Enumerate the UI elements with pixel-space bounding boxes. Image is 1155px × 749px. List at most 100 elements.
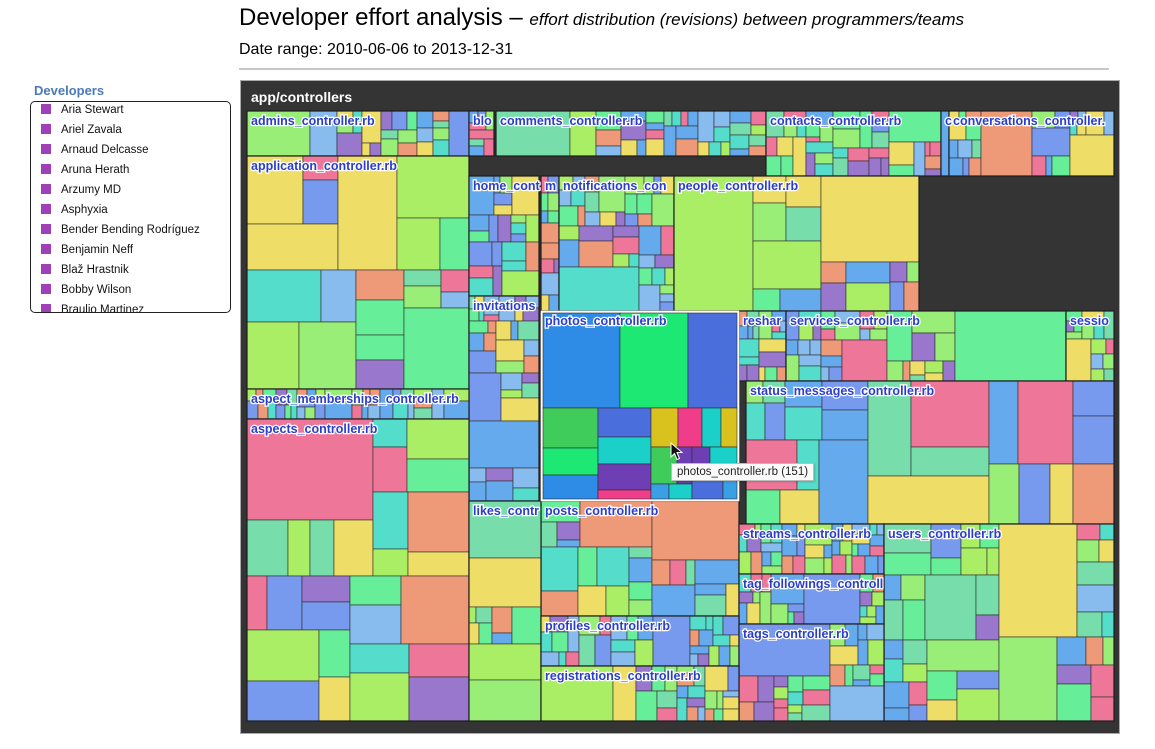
treemap-author-cell <box>765 136 778 157</box>
developer-name: Aruna Herath <box>61 164 130 176</box>
treemap-author-cell <box>975 574 1000 616</box>
treemap-author-cell <box>500 389 523 399</box>
treemap-author-cell <box>483 332 497 352</box>
treemap-author-cell <box>275 404 286 420</box>
treemap-author-cell <box>579 500 653 548</box>
treemap-author-cell <box>668 483 693 500</box>
treemap-author-cell <box>1051 155 1071 177</box>
treemap-author-cell <box>708 141 722 157</box>
developer-name: Arnaud Delcasse <box>61 144 149 156</box>
treemap-author-cell <box>320 269 357 323</box>
treemap-file-label: aspects_controller.rb <box>251 422 378 436</box>
developer-item[interactable]: Aruna Herath <box>31 162 230 182</box>
treemap-author-cell <box>820 282 847 312</box>
treemap-author-cell <box>355 269 405 301</box>
treemap-author-cell <box>500 397 540 422</box>
treemap-author-cell <box>752 240 822 290</box>
treemap-author-cell <box>558 205 579 227</box>
treemap-author-cell <box>869 673 885 687</box>
treemap-file-label: people_controller.rb <box>678 179 799 193</box>
treemap-author-cell <box>852 679 871 687</box>
treemap-author-cell <box>889 281 905 312</box>
treemap-author-cell <box>664 267 675 286</box>
treemap-author-cell <box>638 225 662 256</box>
treemap-author-cell <box>738 551 752 575</box>
treemap-author-cell <box>501 270 540 297</box>
developer-item[interactable]: Bobby Wilson <box>31 282 230 302</box>
treemap-author-cell <box>548 294 560 312</box>
treemap-file-block <box>948 110 1115 177</box>
treemap-author-cell <box>551 631 569 653</box>
treemap-author-cell <box>998 523 1078 638</box>
treemap-author-cell <box>413 407 433 420</box>
treemap-author-cell <box>372 548 409 577</box>
treemap-file-label: streams_controller.rb <box>743 527 871 541</box>
developer-item[interactable]: Braulio Martinez <box>31 302 230 312</box>
treemap-author-cell <box>406 458 470 493</box>
treemap-author-cell <box>1072 463 1115 525</box>
treemap-author-cell <box>821 380 869 411</box>
treemap-author-cell <box>716 690 724 710</box>
developer-item[interactable]: Benjamin Neff <box>31 242 230 262</box>
treemap-author-cell <box>660 225 675 256</box>
treemap-author-cell <box>521 382 540 399</box>
treemap-author-cell <box>349 672 410 722</box>
treemap-author-cell <box>909 360 926 376</box>
treemap-author-cell <box>656 707 678 722</box>
treemap-author-cell <box>491 632 513 645</box>
treemap-author-cell <box>416 127 434 143</box>
treemap-author-cell <box>380 129 399 140</box>
treemap-author-cell <box>909 374 926 382</box>
treemap-author-cell <box>510 214 527 224</box>
treemap-author-cell <box>704 708 715 722</box>
developer-item[interactable]: Aria Stewart <box>31 102 230 122</box>
treemap-author-cell <box>1072 380 1115 417</box>
treemap-author-cell <box>584 191 600 213</box>
treemap-author-cell <box>1105 338 1115 355</box>
treemap-author-cell <box>750 110 767 126</box>
developers-list-box[interactable]: Aria Stewart Ariel Zavala Arnaud Delcasse A… <box>30 101 231 313</box>
treemap-author-cell <box>540 258 555 274</box>
treemap-author-cell <box>491 241 503 267</box>
treemap-author-cell <box>757 675 775 703</box>
treemap-author-cell <box>301 575 351 603</box>
treemap-author-cell <box>926 670 958 701</box>
treemap-author-cell <box>403 307 470 390</box>
developer-item[interactable]: Arnaud Delcasse <box>31 142 230 162</box>
treemap-author-cell <box>468 420 540 469</box>
treemap-author-cell <box>336 132 363 157</box>
treemap-author-cell <box>713 110 731 128</box>
treemap-author-cell <box>868 157 882 177</box>
developer-item[interactable]: Ariel Zavala <box>31 122 230 142</box>
treemap-author-cell <box>478 622 493 645</box>
treemap-file-label: c <box>945 114 952 128</box>
treemap-author-cell <box>349 604 402 645</box>
treemap-author-cell <box>792 136 807 177</box>
treemap-author-cell <box>908 681 928 706</box>
treemap-author-cell <box>831 554 847 575</box>
developer-item[interactable]: Asphyxia <box>31 202 230 222</box>
treemap-author-cell <box>1090 664 1115 698</box>
treemap-author-cell <box>403 269 442 287</box>
developer-item[interactable]: Bender Bending Rodríguez <box>31 222 230 242</box>
treemap-author-cell <box>565 651 580 667</box>
treemap-author-cell <box>651 267 666 286</box>
treemap-author-cell <box>638 284 661 312</box>
treemap-author-cell <box>432 127 450 141</box>
treemap-author-cell <box>798 354 822 367</box>
treemap-author-cell <box>752 202 787 242</box>
divider <box>239 68 1109 70</box>
developer-color-swatch <box>41 124 51 134</box>
treemap-author-cell <box>805 136 821 143</box>
treemap-file-label: reshar <box>743 314 781 328</box>
developer-item[interactable]: Arzumy MD <box>31 182 230 202</box>
treemap-author-cell <box>875 605 885 625</box>
treemap-author-cell <box>745 402 766 441</box>
treemap-author-cell <box>553 258 560 274</box>
treemap-author-cell <box>318 676 351 722</box>
treemap-author-cell <box>645 129 665 140</box>
treemap-author-cell <box>821 409 869 441</box>
treemap-author-cell <box>975 614 1000 641</box>
treemap-author-cell <box>468 606 477 624</box>
developer-item[interactable]: Blaž Hrastnik <box>31 262 230 282</box>
